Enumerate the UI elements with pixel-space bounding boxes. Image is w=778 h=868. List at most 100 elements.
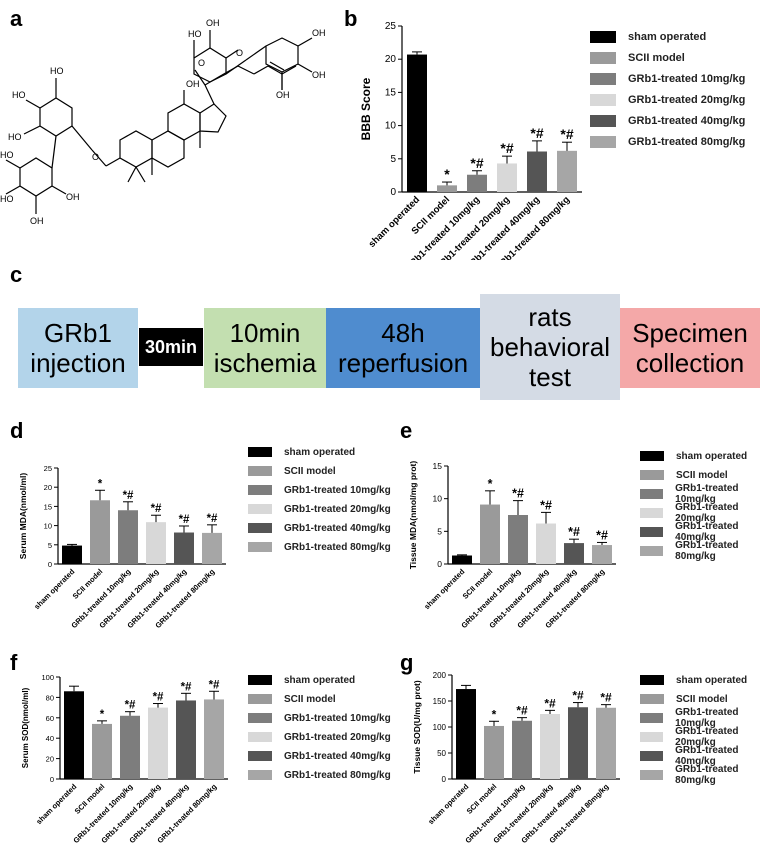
significance-label: * xyxy=(444,166,450,182)
legend-swatch xyxy=(640,675,664,685)
significance-label: *# xyxy=(123,490,134,502)
legend-swatch xyxy=(248,485,272,495)
y-tick-label: 150 xyxy=(433,697,447,706)
y-tick-label: 5 xyxy=(48,541,52,550)
legend-label: GRb1-treated 40mg/kg xyxy=(284,750,391,762)
significance-label: *# xyxy=(153,692,164,704)
y-tick-label: 0 xyxy=(48,560,52,569)
legend-label: GRb1-treated 20mg/kg xyxy=(284,503,391,515)
svg-text:OH: OH xyxy=(276,90,290,100)
significance-label: *# xyxy=(596,528,608,542)
y-tick-label: 50 xyxy=(437,749,446,758)
legend-item: sham operated xyxy=(640,448,778,464)
x-tick-label: sham operated xyxy=(32,567,76,611)
significance-label: *# xyxy=(530,125,543,141)
y-tick-label: 25 xyxy=(44,464,52,473)
legend-bbb-score: sham operated SCII model GRb1-treated 10mg… xyxy=(590,28,745,154)
significance-label: *# xyxy=(125,700,136,712)
bar xyxy=(174,532,194,564)
bar xyxy=(467,174,487,192)
bar xyxy=(536,523,556,564)
y-tick-label: 100 xyxy=(433,723,447,732)
legend-item: SCII model xyxy=(640,691,778,707)
significance-label: *# xyxy=(568,525,580,539)
legend-label: GRb1-treated 40mg/kg xyxy=(675,521,739,543)
bar xyxy=(512,720,532,779)
legend-tissue-mda: sham operated SCII model GRb1-treated 10mg… xyxy=(640,448,778,562)
svg-text:OH: OH xyxy=(206,18,220,28)
legend-swatch xyxy=(640,451,664,461)
legend-item: GRb1-treated 20mg/kg xyxy=(640,726,778,748)
legend-swatch xyxy=(248,732,272,742)
legend-swatch xyxy=(640,732,664,742)
legend-label: GRb1-treated 20mg/kg xyxy=(675,502,739,524)
flow-step-interval: 30min xyxy=(139,328,203,366)
legend-swatch xyxy=(640,751,664,761)
legend-item: SCII model xyxy=(248,463,391,479)
legend-item: SCII model xyxy=(248,691,391,707)
legend-swatch xyxy=(640,489,664,499)
legend-item: SCII model xyxy=(640,467,778,483)
bar xyxy=(596,707,616,779)
legend-label: GRb1-treated 80mg/kg xyxy=(628,136,746,148)
x-tick-label: sham operated xyxy=(426,782,470,826)
legend-label: SCII model xyxy=(676,693,728,705)
legend-label: GRb1-treated 80mg/kg xyxy=(284,769,391,781)
significance-label: * xyxy=(488,477,493,491)
legend-tissue-sod: sham operated SCII model GRb1-treated 10mg… xyxy=(640,672,778,786)
legend-swatch xyxy=(248,447,272,457)
bar xyxy=(452,555,472,564)
y-tick-label: 0 xyxy=(442,775,447,784)
significance-label: *# xyxy=(209,679,220,691)
bar xyxy=(120,715,140,779)
legend-swatch xyxy=(248,770,272,780)
svg-text:OH: OH xyxy=(312,28,326,38)
y-tick-label: 15 xyxy=(385,87,397,98)
legend-label: GRb1-treated 20mg/kg xyxy=(675,726,739,748)
legend-label: GRb1-treated 40mg/kg xyxy=(284,522,391,534)
legend-item: GRb1-treated 40mg/kg xyxy=(590,112,745,130)
legend-item: GRb1-treated 20mg/kg xyxy=(590,91,745,109)
bar xyxy=(176,700,196,779)
bar xyxy=(557,150,577,192)
x-tick-label: sham operated xyxy=(367,194,423,250)
significance-label: *# xyxy=(560,126,573,142)
bar xyxy=(90,500,110,564)
legend-item: GRb1-treated 40mg/kg xyxy=(248,748,391,764)
legend-swatch xyxy=(248,694,272,704)
bar xyxy=(456,689,476,779)
legend-label: sham operated xyxy=(676,450,748,462)
y-tick-label: 5 xyxy=(390,154,396,165)
bar xyxy=(64,691,84,779)
legend-item: sham operated xyxy=(248,444,391,460)
bar xyxy=(540,714,560,779)
legend-item: GRb1-treated 20mg/kg xyxy=(248,501,391,517)
legend-swatch xyxy=(248,523,272,533)
legend-label: sham operated xyxy=(284,674,356,686)
panel-label-b: b xyxy=(344,6,358,31)
y-tick-label: 15 xyxy=(433,461,443,471)
legend-swatch xyxy=(248,713,272,723)
legend-serum-mda: sham operated SCII model GRb1-treated 10mg… xyxy=(248,444,391,558)
svg-text:HO: HO xyxy=(50,66,64,76)
legend-swatch xyxy=(590,31,616,43)
legend-label: SCII model xyxy=(284,465,336,477)
svg-text:HO: HO xyxy=(188,29,202,39)
y-tick-label: 0 xyxy=(50,775,54,784)
y-axis-label: Tissue SOD(U/mg prot) xyxy=(412,680,422,774)
legend-swatch xyxy=(248,504,272,514)
significance-label: *# xyxy=(181,681,192,693)
chart-serum-mda: 0 5 10 15 20 25 Serum MDA(nmol/ml) sham operate… xyxy=(18,464,226,630)
bar xyxy=(484,725,504,779)
panel-label-f: f xyxy=(10,650,18,675)
legend-swatch xyxy=(640,713,664,723)
legend-item: GRb1-treated 80mg/kg xyxy=(248,539,391,555)
legend-item: GRb1-treated 20mg/kg xyxy=(248,729,391,745)
legend-label: GRb1-treated 10mg/kg xyxy=(628,73,746,85)
y-tick-label: 5 xyxy=(437,526,442,536)
flow-step-behavioral-test: rats behavioral test xyxy=(480,294,620,400)
y-axis-label: Serum SOD(nmol/ml) xyxy=(21,687,30,768)
significance-label: *# xyxy=(179,514,190,526)
legend-swatch xyxy=(640,694,664,704)
